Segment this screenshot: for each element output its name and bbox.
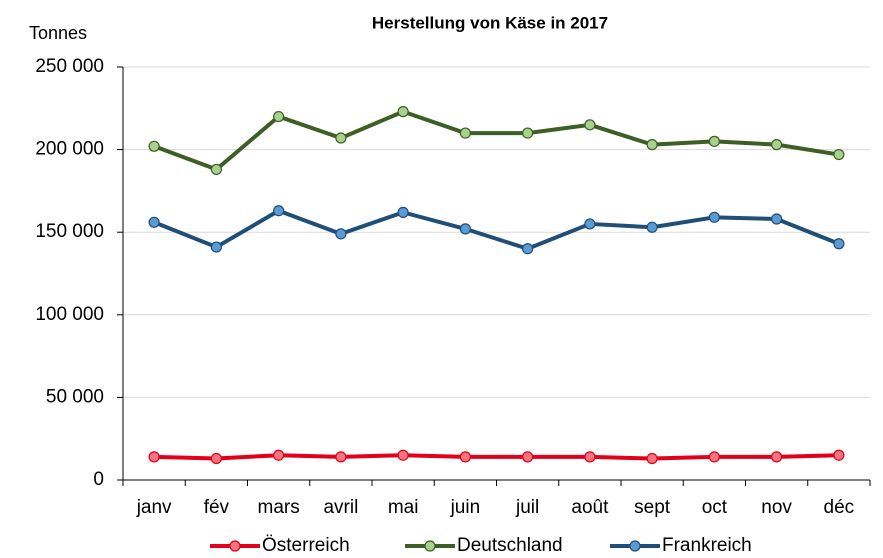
y-tick-label: 50 000 bbox=[46, 386, 104, 407]
data-point bbox=[397, 206, 409, 218]
x-tick-label: juin bbox=[450, 497, 481, 518]
data-point bbox=[210, 452, 222, 465]
x-tick-label: juil bbox=[515, 497, 539, 518]
legend-label: Frankreich bbox=[662, 535, 752, 556]
data-point bbox=[708, 135, 720, 147]
data-point bbox=[584, 119, 596, 131]
data-point bbox=[708, 211, 720, 223]
data-point bbox=[771, 213, 783, 225]
data-point bbox=[522, 243, 534, 255]
data-point bbox=[273, 205, 285, 217]
x-tick-label: fév bbox=[204, 497, 230, 518]
data-point bbox=[522, 451, 534, 463]
data-point bbox=[459, 223, 471, 235]
y-tick-label: 0 bbox=[93, 469, 104, 490]
chart-title: Herstellung von Käse in 2017 bbox=[372, 13, 608, 32]
x-tick-label: août bbox=[571, 497, 609, 518]
data-point bbox=[335, 451, 347, 463]
x-tick-label: janv bbox=[136, 497, 172, 518]
data-point bbox=[459, 127, 471, 139]
data-point bbox=[273, 449, 285, 461]
series-line bbox=[153, 109, 840, 172]
data-point bbox=[335, 132, 347, 144]
data-point bbox=[833, 449, 845, 461]
x-tick-label: mai bbox=[388, 497, 419, 518]
data-point bbox=[771, 451, 783, 463]
y-axis-label: Tonnes bbox=[29, 23, 87, 43]
data-point bbox=[771, 139, 783, 151]
data-point bbox=[273, 110, 285, 123]
y-tick-label: 200 000 bbox=[35, 139, 104, 160]
y-tick-label: 150 000 bbox=[35, 221, 104, 242]
data-point bbox=[210, 163, 222, 176]
data-point bbox=[148, 140, 160, 152]
data-point bbox=[833, 148, 845, 161]
y-tick-label: 250 000 bbox=[35, 56, 104, 77]
x-tick-label: déc bbox=[824, 497, 855, 518]
data-point bbox=[584, 218, 596, 230]
data-point bbox=[646, 452, 658, 465]
series-line bbox=[153, 208, 840, 251]
data-point bbox=[148, 451, 160, 463]
legend-label: Österreich bbox=[262, 535, 350, 556]
y-tick-label: 100 000 bbox=[35, 304, 104, 325]
data-point bbox=[210, 241, 222, 253]
x-tick-label: oct bbox=[702, 497, 728, 518]
x-tick-label: avril bbox=[323, 497, 358, 518]
data-point bbox=[148, 216, 160, 228]
x-tick-label: mars bbox=[258, 497, 300, 518]
legend-marker bbox=[229, 540, 241, 552]
series-line bbox=[154, 453, 839, 461]
x-tick-label: sept bbox=[634, 497, 671, 518]
data-point bbox=[459, 451, 471, 463]
data-point bbox=[397, 106, 409, 118]
legend-label: Deutschland bbox=[457, 535, 563, 556]
data-point bbox=[397, 449, 409, 461]
data-point bbox=[646, 221, 658, 233]
data-point bbox=[708, 451, 720, 463]
data-point bbox=[584, 451, 596, 463]
data-point bbox=[522, 127, 534, 139]
data-point bbox=[833, 238, 845, 250]
data-point bbox=[335, 228, 347, 240]
legend-marker bbox=[424, 540, 436, 552]
legend-marker bbox=[629, 540, 641, 552]
x-tick-label: nov bbox=[761, 497, 792, 518]
data-point bbox=[646, 139, 658, 151]
